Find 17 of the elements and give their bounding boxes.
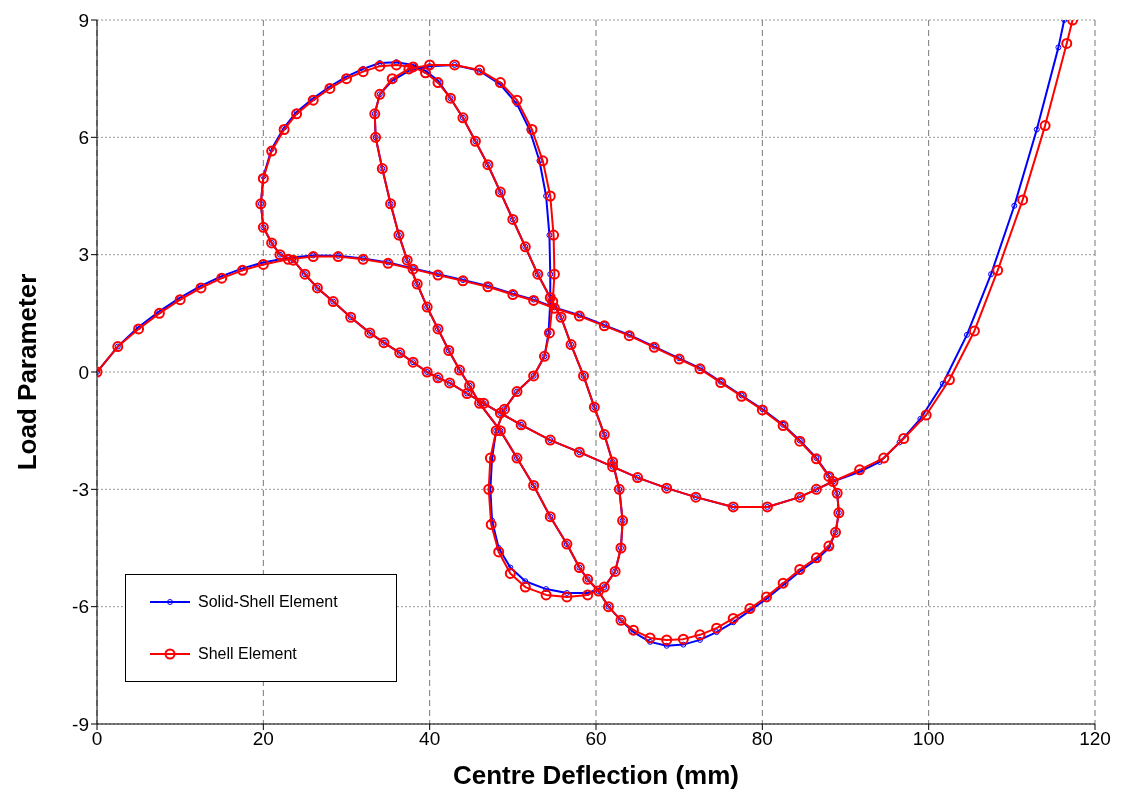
y-tick-label: -3 [72,479,89,501]
legend-label: Solid-Shell Element [198,593,338,611]
x-tick-label: 100 [912,728,945,750]
x-axis-title: Centre Deflection (mm) [452,760,740,790]
x-tick-label: 20 [252,728,274,750]
x-tick-label: 80 [751,728,773,750]
y-tick-label: 3 [78,244,89,266]
y-tick-label: -6 [72,596,89,618]
legend-label: Shell Element [198,645,297,663]
y-tick-label: 6 [78,127,89,149]
x-tick-label: 120 [1079,728,1111,750]
y-tick-label: 9 [78,9,89,31]
y-tick-label: 0 [78,361,89,383]
y-axis-title: Load Parameter [12,273,43,471]
y-tick-label: -9 [72,713,89,735]
x-tick-label: 60 [585,728,607,750]
x-tick-label: 40 [419,728,441,750]
